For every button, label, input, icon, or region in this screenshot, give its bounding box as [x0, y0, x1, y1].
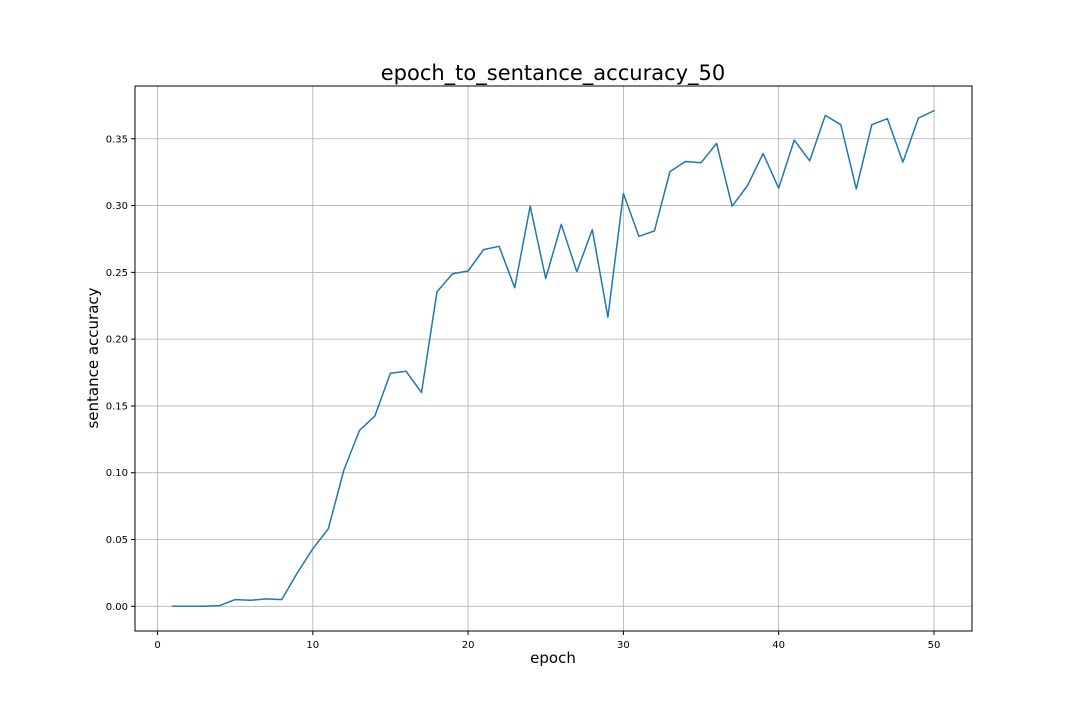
plot-frame — [134, 85, 973, 632]
y-axis-label: sentance accuracy — [84, 287, 102, 428]
y-tick-label: 0.30 — [106, 201, 128, 212]
y-tick-label: 0.35 — [106, 134, 128, 145]
x-tick-label: 0 — [154, 640, 160, 651]
series-line — [172, 109, 935, 608]
y-tick-label: 0.20 — [106, 335, 128, 346]
x-tick-label: 40 — [772, 640, 785, 651]
x-tick-label: 30 — [617, 640, 630, 651]
axis-ticks: 0 10 20 30 40 50 0.00 0.05 0.10 0.15 0.20 0.25 0.30 0… — [106, 134, 941, 651]
chart-title: epoch_to_sentance_accuracy_50 — [381, 61, 726, 86]
x-tick-label: 50 — [928, 640, 941, 651]
y-tick-label: 0.00 — [106, 602, 128, 613]
grid-lines — [135, 86, 972, 631]
x-axis-label: epoch — [530, 649, 576, 667]
x-tick-label: 20 — [462, 640, 475, 651]
x-tick-label: 10 — [306, 640, 319, 651]
y-tick-label: 0.15 — [106, 401, 128, 412]
y-tick-label: 0.05 — [106, 535, 128, 546]
y-tick-label: 0.10 — [106, 468, 128, 479]
series-layer — [172, 109, 935, 608]
y-tick-label: 0.25 — [106, 268, 128, 279]
